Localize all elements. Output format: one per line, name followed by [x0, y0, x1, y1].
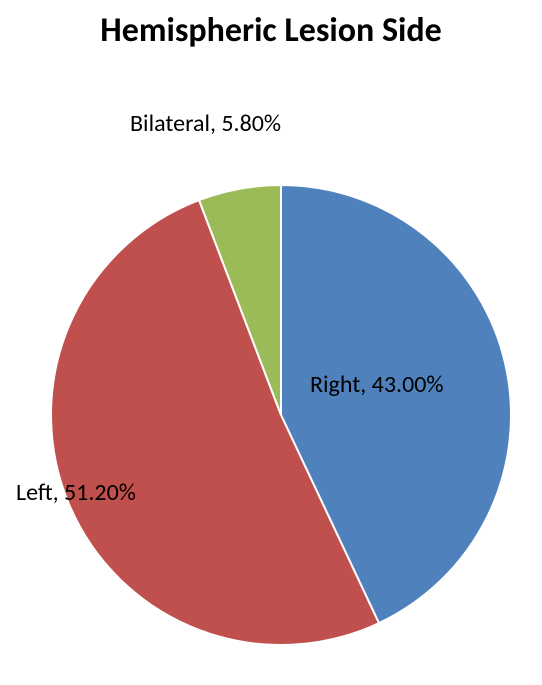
slice-label-bilateral: Bilateral, 5.80% [130, 109, 281, 138]
pie-chart [0, 0, 542, 685]
slice-label-right: Right, 43.00% [310, 370, 444, 399]
chart-container: Hemispheric Lesion Side Right, 43.00% Le… [0, 0, 542, 685]
slice-label-left: Left, 51.20% [16, 478, 136, 507]
